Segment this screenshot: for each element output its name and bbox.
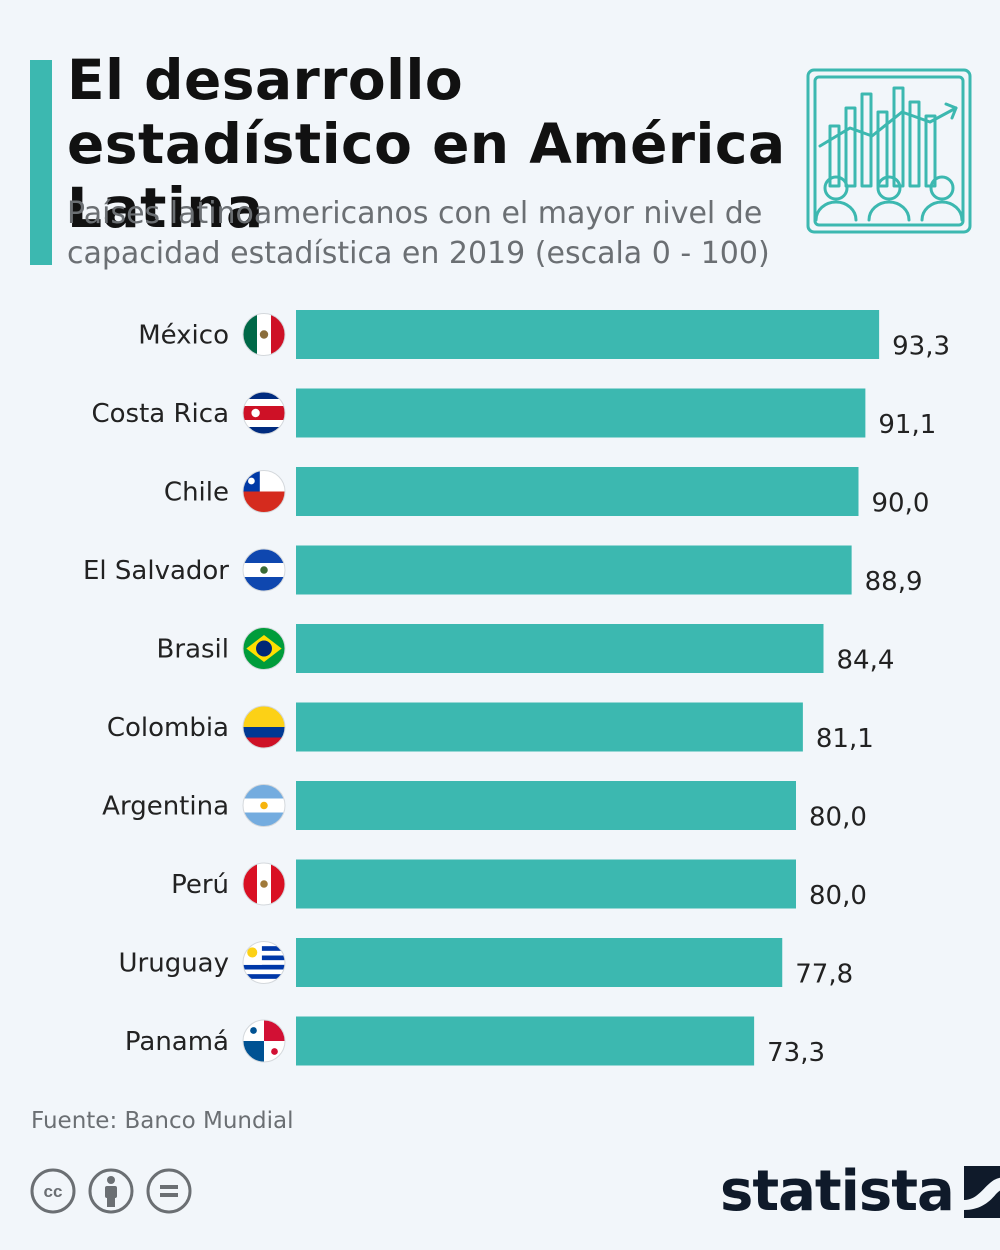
value-label-uruguay: 77,8 <box>795 960 853 990</box>
no-derivatives-icon[interactable] <box>146 1168 192 1214</box>
bar-colombia <box>296 702 803 752</box>
flag-brasil-icon <box>242 627 286 670</box>
value-label-brasil: 84,4 <box>837 646 895 676</box>
category-label-colombia: Colombia <box>107 713 229 743</box>
title-accent-bar <box>30 60 52 265</box>
bar-panama <box>296 1016 755 1066</box>
page-subtitle: Países latinoamericanos con el mayor niv… <box>67 196 770 271</box>
value-label-panama: 73,3 <box>767 1038 825 1068</box>
value-label-mexico: 93,3 <box>892 332 950 362</box>
value-label-chile: 90,0 <box>872 489 930 519</box>
bar-chart: México 93,3 Costa Rica 91,1 Chile 90,0 El Salv… <box>83 310 950 1068</box>
license-icons: cc <box>30 1168 192 1214</box>
bar-argentina <box>296 781 796 830</box>
bar-costa-rica <box>296 388 866 438</box>
statista-logo: statista <box>720 1162 1000 1222</box>
bar-el-salvador <box>296 545 852 595</box>
category-label-costa-rica: Costa Rica <box>91 399 229 429</box>
flag-mexico-icon <box>242 313 286 356</box>
page-title: El desarrollo estadístico en América Lat… <box>67 48 786 240</box>
flag-panama-icon <box>242 1019 286 1063</box>
source-note: Fuente: Banco Mundial <box>31 1108 294 1134</box>
logo-wordmark: statista <box>720 1159 955 1224</box>
value-label-colombia: 81,1 <box>816 724 874 754</box>
category-label-uruguay: Uruguay <box>119 949 230 979</box>
category-label-peru: Perú <box>171 870 229 900</box>
flag-peru-icon <box>242 862 286 906</box>
flag-costa-rica-icon <box>242 391 286 435</box>
value-label-costa-rica: 91,1 <box>878 410 936 440</box>
bar-uruguay <box>296 938 783 987</box>
bar-brasil <box>296 624 824 673</box>
statista-mark-icon <box>963 1166 1000 1218</box>
category-label-chile: Chile <box>164 478 229 508</box>
category-label-argentina: Argentina <box>102 792 229 822</box>
flag-uruguay-icon <box>242 941 286 984</box>
flag-colombia-icon <box>242 705 286 749</box>
value-label-peru: 80,0 <box>809 881 867 911</box>
value-label-argentina: 80,0 <box>809 803 867 833</box>
svg-text:cc: cc <box>44 1182 63 1201</box>
flag-chile-icon <box>242 470 286 513</box>
flag-el-salvador-icon <box>242 548 286 592</box>
cc-icon[interactable]: cc <box>30 1168 76 1214</box>
attribution-icon[interactable] <box>88 1168 134 1214</box>
statistics-people-icon <box>806 68 972 234</box>
category-label-mexico: México <box>138 321 229 351</box>
category-label-brasil: Brasil <box>157 635 229 665</box>
category-label-el-salvador: El Salvador <box>83 556 229 586</box>
bar-mexico <box>296 310 880 359</box>
flag-argentina-icon <box>242 784 286 827</box>
category-label-panama: Panamá <box>125 1027 229 1057</box>
bar-chile <box>296 467 859 516</box>
value-label-el-salvador: 88,9 <box>865 567 923 597</box>
bar-peru <box>296 859 796 909</box>
